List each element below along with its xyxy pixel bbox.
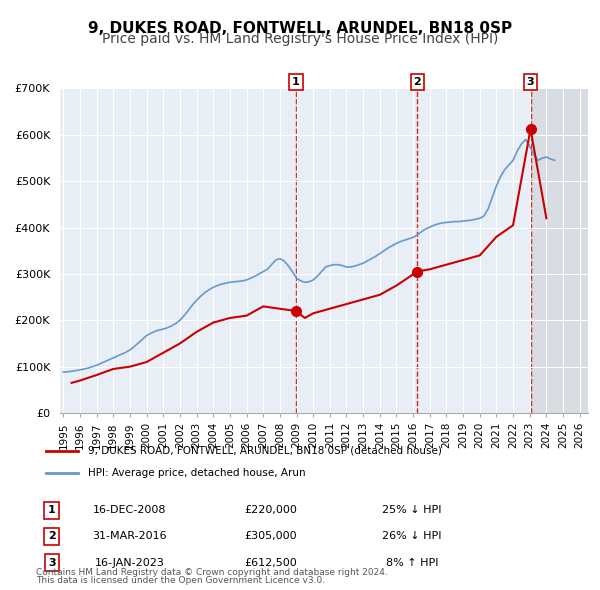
- Bar: [530, 88, 588, 413]
- Text: This data is licensed under the Open Government Licence v3.0.: This data is licensed under the Open Gov…: [36, 576, 325, 585]
- Text: £305,000: £305,000: [245, 532, 297, 542]
- Text: 31-MAR-2016: 31-MAR-2016: [92, 532, 167, 542]
- Text: 2: 2: [413, 77, 421, 87]
- Text: 8% ↑ HPI: 8% ↑ HPI: [386, 558, 438, 568]
- Text: 1: 1: [48, 505, 56, 515]
- Text: 16-JAN-2023: 16-JAN-2023: [95, 558, 165, 568]
- Text: 25% ↓ HPI: 25% ↓ HPI: [382, 505, 442, 515]
- Text: 2: 2: [48, 532, 56, 542]
- Text: Price paid vs. HM Land Registry's House Price Index (HPI): Price paid vs. HM Land Registry's House …: [102, 32, 498, 47]
- Text: Contains HM Land Registry data © Crown copyright and database right 2024.: Contains HM Land Registry data © Crown c…: [36, 568, 388, 577]
- Text: £612,500: £612,500: [245, 558, 297, 568]
- Text: 26% ↓ HPI: 26% ↓ HPI: [382, 532, 442, 542]
- Text: 1: 1: [292, 77, 300, 87]
- Text: 16-DEC-2008: 16-DEC-2008: [93, 505, 167, 515]
- Text: 9, DUKES ROAD, FONTWELL, ARUNDEL, BN18 0SP: 9, DUKES ROAD, FONTWELL, ARUNDEL, BN18 0…: [88, 21, 512, 35]
- Text: 3: 3: [527, 77, 535, 87]
- Text: HPI: Average price, detached house, Arun: HPI: Average price, detached house, Arun: [88, 468, 306, 478]
- Text: 9, DUKES ROAD, FONTWELL, ARUNDEL, BN18 0SP (detached house): 9, DUKES ROAD, FONTWELL, ARUNDEL, BN18 0…: [88, 445, 442, 455]
- Text: 3: 3: [48, 558, 55, 568]
- Text: £220,000: £220,000: [244, 505, 298, 515]
